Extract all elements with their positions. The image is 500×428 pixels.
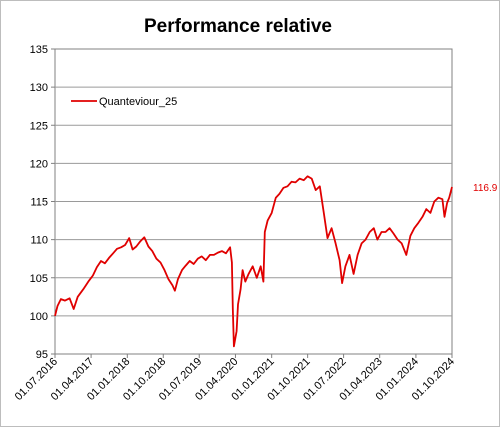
- series-line-quanteviour-25: [54, 175, 453, 348]
- last-value-label: 116.9: [473, 183, 498, 194]
- y-tick-label: 135: [30, 44, 48, 56]
- y-axis-ticks: 95 100 105 110 115 120 125 130 135: [30, 44, 55, 361]
- y-tick-label: 95: [36, 349, 48, 361]
- y-tick-label: 105: [30, 273, 48, 285]
- x-axis-ticks: 01.07.201601.04.201701.01.201801.10.2018…: [13, 354, 457, 403]
- y-tick-label: 100: [30, 311, 48, 323]
- y-tick-label: 125: [30, 120, 48, 132]
- y-tick-label: 130: [30, 82, 48, 94]
- legend: Quanteviour_25: [71, 96, 177, 108]
- y-tick-label: 110: [30, 235, 48, 247]
- grid-lines: [55, 86, 452, 317]
- y-tick-label: 115: [30, 197, 48, 209]
- legend-label: Quanteviour_25: [99, 96, 177, 108]
- y-tick-label: 120: [30, 158, 48, 170]
- chart-title: Performance relative: [144, 16, 332, 37]
